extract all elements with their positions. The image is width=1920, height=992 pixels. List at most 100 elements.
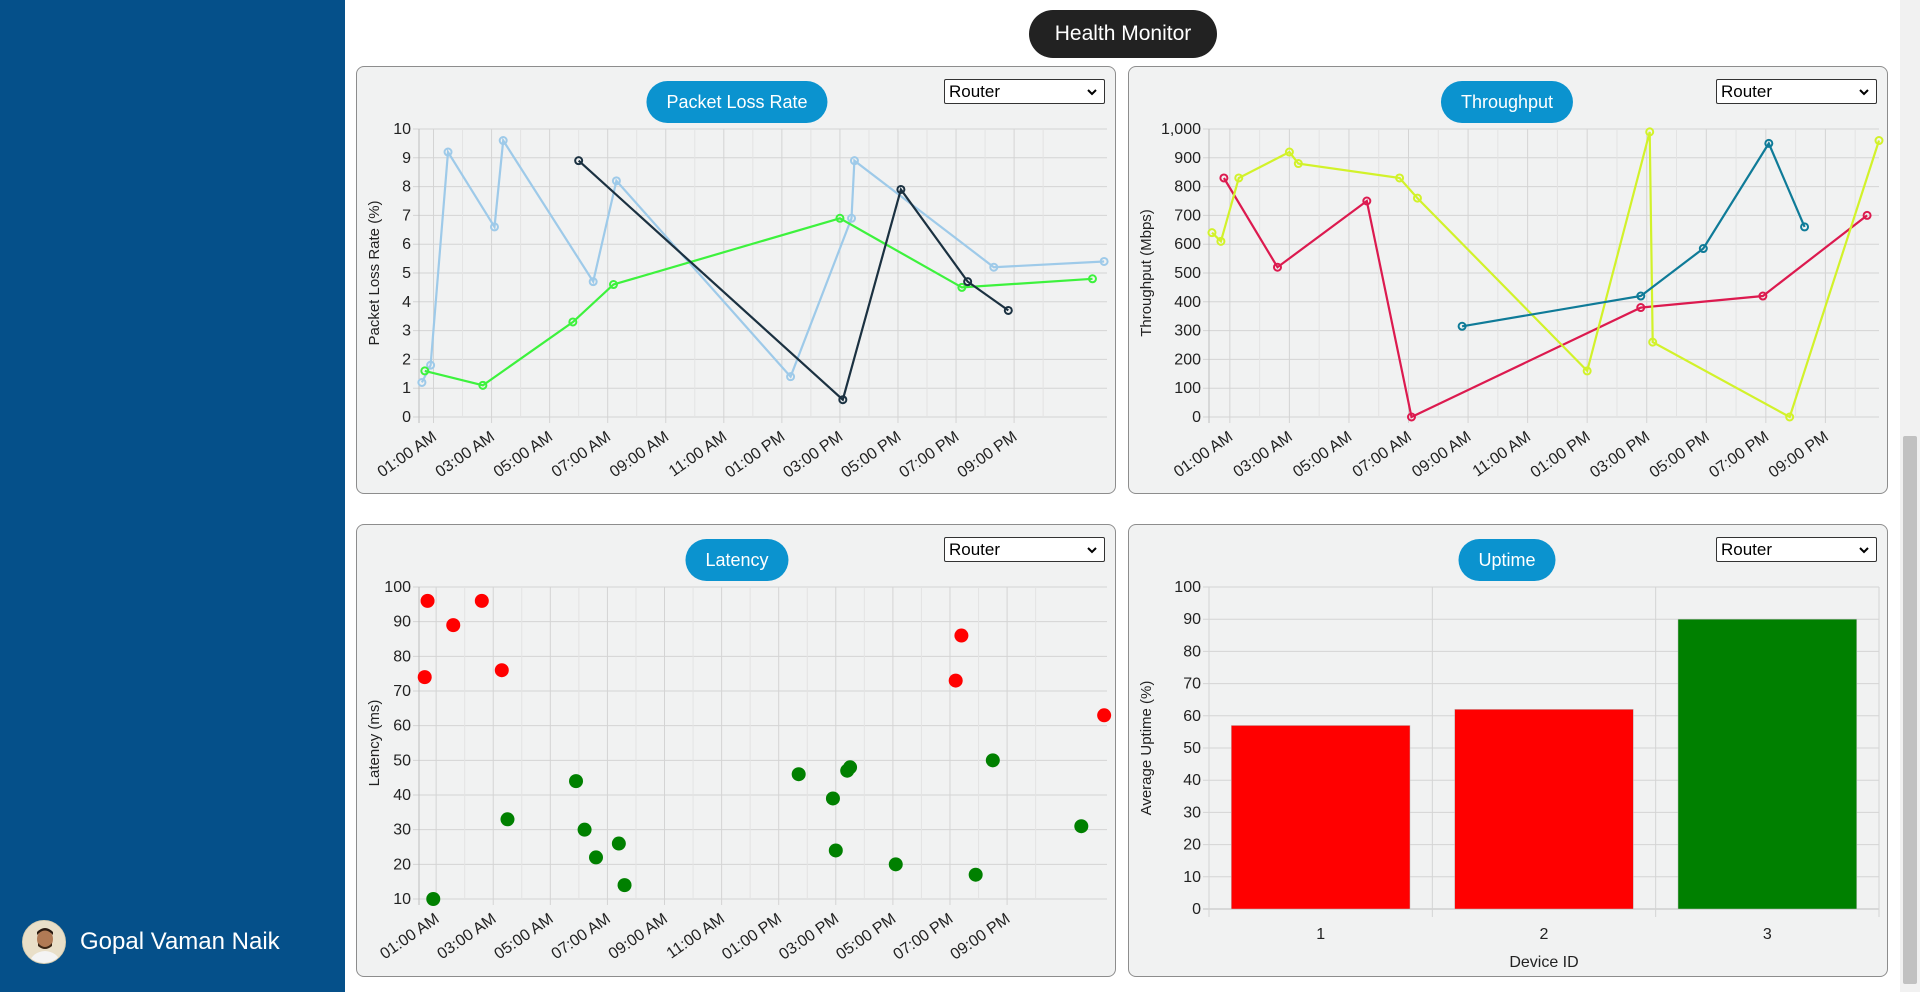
chevron-down-icon	[1087, 547, 1097, 554]
data-point	[1087, 274, 1097, 284]
y-tick-label: 600	[1174, 236, 1201, 253]
data-point	[1234, 173, 1244, 183]
scatter-point-green	[843, 760, 858, 775]
x-tick-label: 05:00 AM	[491, 910, 556, 963]
throughput-title: Throughput	[1440, 81, 1574, 123]
data-point	[835, 213, 845, 223]
data-point	[568, 317, 578, 327]
y-tick-label: 400	[1174, 294, 1201, 311]
y-tick-label: 500	[1174, 265, 1201, 282]
y-tick-label: 60	[393, 718, 411, 735]
x-tick-label: 1	[1316, 926, 1325, 943]
packet-loss-chart: 0 1 2 3 4 5 6 7 8 9 10 Packet Loss Rate (%) 01:00 AM…	[366, 121, 1109, 482]
data-point	[420, 366, 430, 376]
scatter-point-red	[954, 628, 969, 643]
y-tick-label: 80	[1183, 643, 1201, 660]
data-point	[1582, 366, 1592, 376]
scatter-point-red	[474, 593, 489, 608]
x-tick-label: 09:00 PM	[948, 910, 1014, 963]
x-tick-label: 07:00 PM	[896, 428, 962, 481]
x-tick-label: 07:00 AM	[1350, 428, 1415, 481]
data-point	[611, 176, 621, 186]
y-tick-label: 10	[393, 121, 411, 138]
y-tick-label: 100	[1174, 579, 1201, 596]
scatter-point-green	[791, 767, 806, 782]
x-tick-label: 01:00 AM	[375, 428, 440, 481]
y-tick-label: 800	[1174, 179, 1201, 196]
data-point	[957, 282, 967, 292]
user-profile[interactable]: Gopal Vaman Naik	[22, 920, 280, 964]
series-line-2	[1211, 131, 1881, 419]
data-point	[1406, 412, 1416, 422]
y-tick-label: 5	[402, 265, 411, 282]
scatter-point-red	[420, 593, 435, 608]
y-tick-label: 50	[1183, 740, 1201, 757]
scatter-point-green	[569, 774, 584, 789]
data-point	[1412, 193, 1422, 203]
x-tick-label: 07:00 AM	[549, 910, 614, 963]
throughput-device-select[interactable]: Router	[1716, 79, 1877, 104]
y-tick-label: 7	[402, 207, 411, 224]
x-tick-label: 05:00 PM	[1647, 428, 1713, 481]
x-tick-label: 01:00 PM	[719, 910, 785, 963]
x-tick-label: 01:00 PM	[1528, 428, 1594, 481]
data-point	[1645, 127, 1655, 137]
x-tick-label: 03:00 AM	[434, 910, 499, 963]
y-tick-label: 0	[1192, 901, 1201, 918]
y-tick-label: 6	[402, 236, 411, 253]
y-axis-title: Average Uptime (%)	[1138, 681, 1155, 816]
y-tick-label: 40	[393, 787, 411, 804]
scatter-point-green	[985, 753, 1000, 768]
x-axis-title: Device ID	[1509, 954, 1578, 971]
packet-loss-title: Packet Loss Rate	[646, 81, 828, 123]
y-axis-title: Packet Loss Rate (%)	[366, 200, 383, 345]
series-line-3	[577, 159, 1009, 402]
data-point	[1272, 262, 1282, 272]
avatar[interactable]	[22, 920, 66, 964]
y-tick-label: 900	[1174, 150, 1201, 167]
y-tick-label: 10	[1183, 869, 1201, 886]
bar-device-3	[1677, 618, 1857, 910]
y-tick-label: 9	[402, 150, 411, 167]
latency-chart: 10 20 30 40 50 60 70 80 90 100 Latency (ms) 01:00 A…	[366, 579, 1112, 964]
x-tick-label: 05:00 PM	[833, 910, 899, 963]
x-tick-label: 03:00 PM	[780, 428, 846, 481]
chevron-down-icon	[1087, 89, 1097, 96]
scatter-point-green	[617, 878, 632, 893]
x-tick-label: 03:00 PM	[776, 910, 842, 963]
data-point	[1800, 222, 1810, 232]
x-tick-label: 05:00 PM	[838, 428, 904, 481]
throughput-panel: 0 100 200 300 400 500 600 700 800 900 1,000 Through…	[1128, 66, 1888, 494]
packet-loss-device-select[interactable]: Router	[944, 79, 1105, 104]
y-tick-label: 70	[1183, 676, 1201, 693]
scatter-point-green	[500, 812, 515, 827]
scatter-point-red	[417, 670, 432, 685]
series-line-1	[420, 137, 1105, 383]
y-tick-label: 1	[402, 380, 411, 397]
scrollbar-thumb[interactable]	[1903, 436, 1917, 984]
x-tick-label: 09:00 AM	[1409, 428, 1474, 481]
latency-device-select[interactable]: Router	[944, 537, 1105, 562]
data-point	[1648, 337, 1658, 347]
x-tick-label: 07:00 PM	[1706, 428, 1772, 481]
scatter-point-green	[588, 850, 603, 865]
x-tick-label: 01:00 AM	[1171, 428, 1236, 481]
data-point	[478, 380, 488, 390]
data-point	[1764, 138, 1774, 148]
series-line-3	[1461, 141, 1806, 328]
y-tick-label: 0	[1192, 409, 1201, 426]
y-tick-label: 10	[393, 891, 411, 908]
uptime-device-select[interactable]: Router	[1716, 537, 1877, 562]
data-point	[1207, 228, 1217, 238]
data-point	[574, 156, 584, 166]
data-point	[847, 213, 857, 223]
x-tick-label: 03:00 AM	[433, 428, 498, 481]
x-tick-label: 07:00 AM	[549, 428, 614, 481]
scatter-point-green	[825, 791, 840, 806]
data-point	[1862, 210, 1872, 220]
data-point	[1293, 159, 1303, 169]
y-tick-label: 20	[393, 856, 411, 873]
chevron-down-icon	[1859, 547, 1869, 554]
uptime-select-value: Router	[1721, 539, 1773, 559]
y-tick-label: 20	[1183, 837, 1201, 854]
